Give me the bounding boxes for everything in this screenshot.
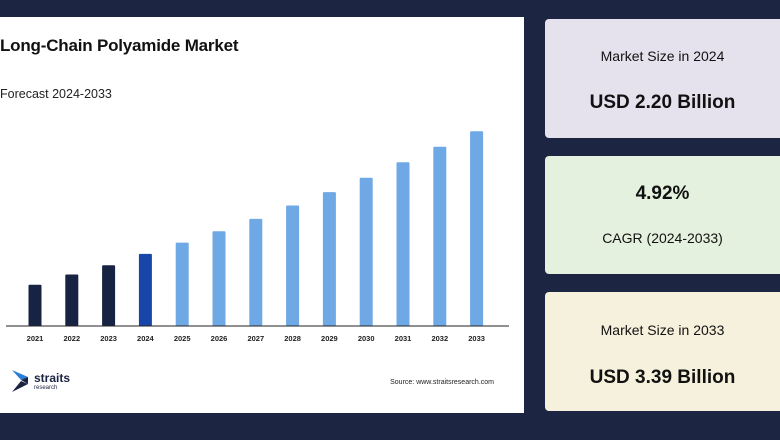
card-value: USD 3.39 Billion [589, 367, 736, 388]
card-label: Market Size in 2024 [600, 48, 725, 64]
card-value: 4.92% [635, 183, 690, 204]
x-tick-label: 2031 [395, 334, 412, 343]
card-value: USD 2.20 Billion [589, 92, 736, 113]
card-label: Market Size in 2033 [600, 322, 725, 338]
cagr-card: 4.92% CAGR (2024-2033) [545, 156, 780, 274]
bar-2028 [286, 205, 300, 326]
bar-chart: 2021 2022 2023 2024 2025 2026 2027 2028 2029 2030… [6, 131, 509, 343]
x-tick-label: 2021 [27, 334, 44, 343]
x-tick-label: 2028 [284, 334, 301, 343]
x-tick-label: 2032 [431, 334, 448, 343]
bar-2029 [322, 192, 336, 326]
straits-logo-icon [12, 370, 28, 392]
card-label: CAGR (2024-2033) [602, 230, 723, 246]
chart-panel: Long-Chain Polyamide Market Forecast 202… [0, 17, 524, 413]
bar-2021 [28, 284, 42, 326]
x-tick-label: 2022 [63, 334, 80, 343]
brand-name: straits [34, 371, 71, 385]
x-tick-label: 2026 [211, 334, 228, 343]
bar-2022 [65, 274, 79, 326]
x-tick-label: 2023 [100, 334, 117, 343]
chart-subtitle: Forecast 2024-2033 [0, 87, 112, 101]
bar-2026 [212, 231, 226, 326]
x-tick-label: 2030 [358, 334, 375, 343]
bar-2032 [433, 146, 447, 326]
x-tick-label: 2024 [137, 334, 155, 343]
x-tick-label: 2025 [174, 334, 191, 343]
straits-logo: straits research [11, 369, 91, 395]
x-tick-label: 2033 [468, 334, 485, 343]
source-note: Source: www.straitsresearch.com [390, 379, 494, 386]
bar-2025 [175, 242, 189, 326]
x-tick-label: 2029 [321, 334, 338, 343]
market-size-2024-card: Market Size in 2024 USD 2.20 Billion [545, 19, 780, 138]
bar-2027 [249, 218, 263, 326]
x-tick-label: 2027 [247, 334, 264, 343]
chart-title: Long-Chain Polyamide Market [0, 36, 239, 55]
bar-2033 [470, 131, 484, 326]
market-size-2033-card: Market Size in 2033 USD 3.39 Billion [545, 292, 780, 411]
brand-tagline: research [34, 385, 58, 391]
bar-2023 [102, 265, 116, 326]
bar-2031 [396, 162, 410, 326]
bar-2030 [359, 177, 373, 326]
bar-2024 [138, 253, 152, 326]
